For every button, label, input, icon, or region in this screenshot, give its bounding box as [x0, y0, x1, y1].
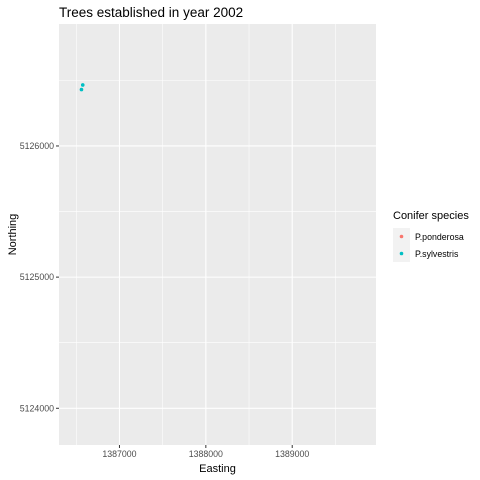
legend-items: P.ponderosa P.sylvestris [393, 228, 464, 262]
y-axis-ticks: 5124000 5125000 5126000 [20, 141, 59, 413]
data-point [80, 83, 85, 87]
data-point [79, 87, 84, 92]
legend-label: P.sylvestris [415, 249, 459, 259]
y-tick-label: 5124000 [20, 403, 54, 413]
legend-marker [399, 251, 404, 256]
legend-marker [399, 234, 404, 239]
y-axis-label: Northing [7, 214, 19, 256]
legend: Conifer species P.ponderosa P.sylvestris [393, 210, 469, 262]
x-axis-label: Easting [199, 463, 236, 475]
x-tick-label: 1387000 [102, 449, 136, 459]
major-gridlines [59, 24, 376, 445]
legend-label: P.ponderosa [415, 232, 464, 242]
x-tick-label: 1388000 [189, 449, 223, 459]
y-tick-label: 5125000 [20, 272, 54, 282]
x-axis-ticks: 1387000 1388000 1389000 [102, 445, 309, 459]
minor-gridlines [59, 24, 376, 445]
legend-title: Conifer species [393, 210, 469, 222]
y-tick-label: 5126000 [20, 141, 54, 151]
x-tick-label: 1389000 [275, 449, 309, 459]
plot-panel [59, 24, 376, 445]
chart-title: Trees established in year 2002 [59, 5, 243, 20]
data-points [79, 83, 85, 92]
